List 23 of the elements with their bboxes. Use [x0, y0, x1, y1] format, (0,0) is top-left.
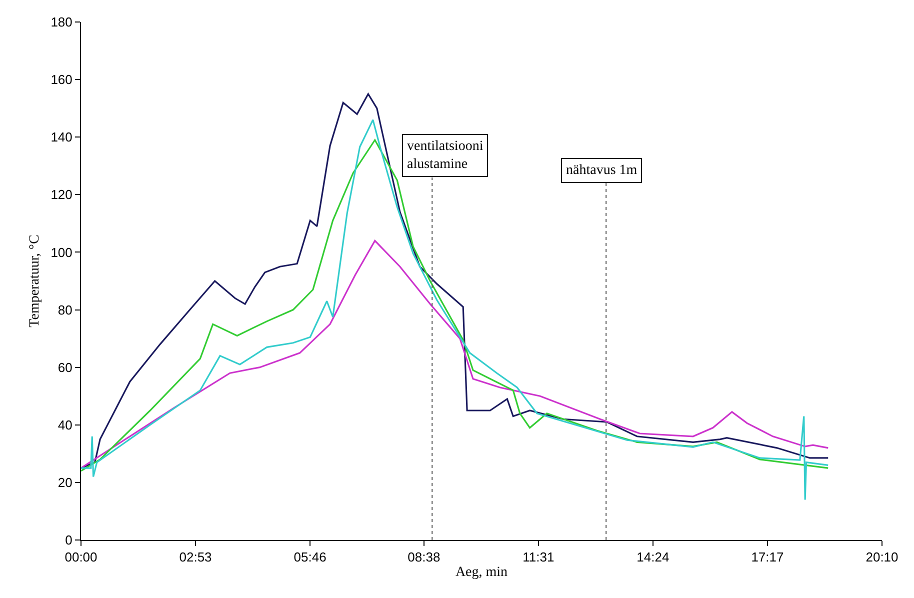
- y-tick-label: 160: [50, 72, 72, 88]
- y-tick-label: 60: [58, 360, 72, 375]
- y-tick-label: 20: [58, 474, 72, 490]
- x-tick-label: 11:31: [522, 550, 554, 565]
- y-tick-label: 100: [50, 244, 72, 260]
- ref-line-label: ventilatsiooni alustamine: [407, 139, 484, 172]
- y-tick-label: 0: [65, 532, 72, 548]
- x-tick-label: 14:24: [636, 550, 670, 565]
- y-tick-label: 140: [50, 130, 72, 145]
- x-tick-label: 20:10: [866, 550, 898, 565]
- y-tick-label: 80: [58, 302, 72, 318]
- line-series: [81, 240, 829, 469]
- ref-line-label: nähtavus 1m: [566, 163, 638, 178]
- y-axis-title: Temperatuur, °C: [27, 234, 42, 328]
- x-tick-label: 17:17: [751, 550, 784, 565]
- x-tick-label: 05:46: [294, 550, 326, 565]
- x-tick-label: 08:38: [408, 550, 440, 565]
- x-axis-title: Aeg, min: [455, 564, 508, 580]
- y-tick-label: 120: [50, 187, 72, 202]
- x-tick-label: 00:00: [64, 550, 98, 565]
- y-tick-label: 180: [50, 14, 72, 30]
- y-tick-label: 40: [58, 417, 72, 432]
- x-tick-label: 02:53: [179, 550, 212, 565]
